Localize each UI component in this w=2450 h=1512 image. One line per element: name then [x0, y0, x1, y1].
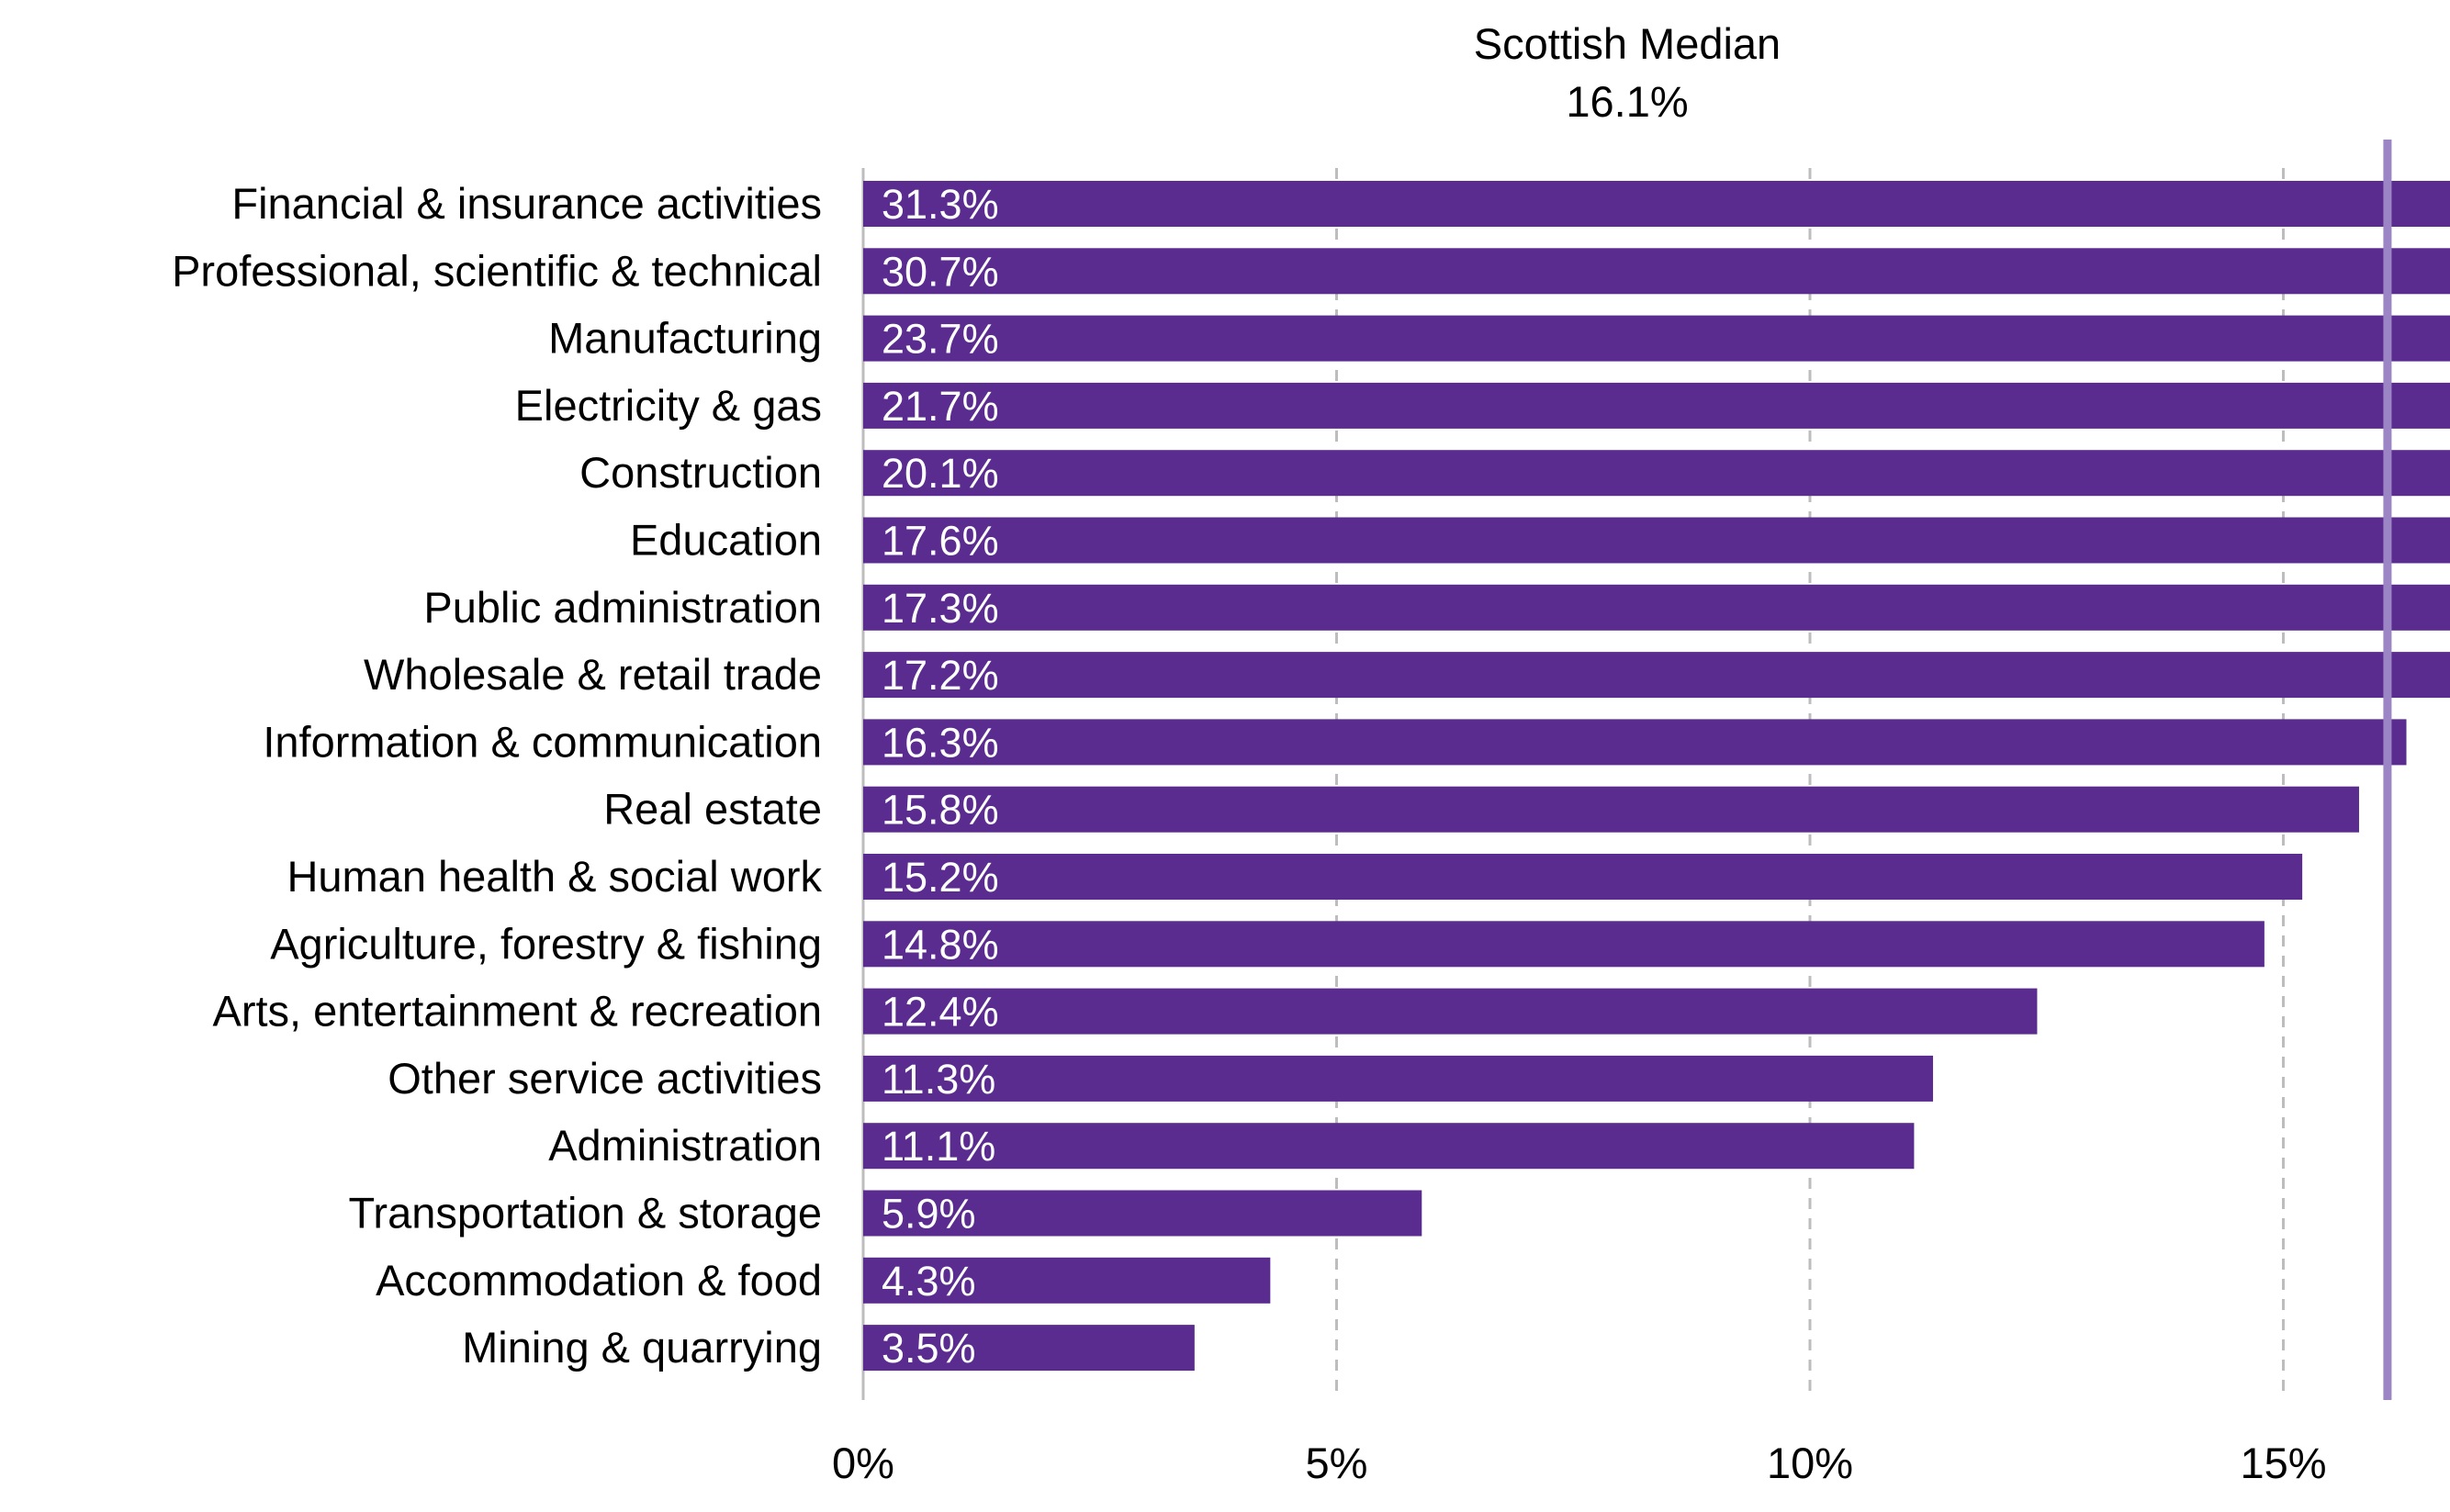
- bar: [863, 382, 2450, 429]
- category-label: Transportation & storage: [348, 1189, 822, 1238]
- x-tick-label: 5%: [1306, 1439, 1368, 1487]
- x-axis-tick-labels: 0%5%10%15%20%25%30%: [832, 1439, 2327, 1487]
- x-tick-label: 15%: [2240, 1439, 2326, 1487]
- category-label: Arts, entertainment & recreation: [212, 987, 822, 1036]
- bar: [863, 652, 2450, 699]
- category-label: Public administration: [423, 583, 822, 632]
- category-label: Construction: [579, 448, 822, 497]
- category-labels: Financial & insurance activities Professi…: [172, 179, 822, 1372]
- bar: [863, 1055, 1934, 1102]
- bar: [863, 1257, 1271, 1304]
- bar-value-label: 4.3%: [882, 1258, 976, 1305]
- category-label: Education: [630, 516, 822, 565]
- bars: 31.3% 30.7% 23.7% 21.7% 20.1% 17.6% 17.3% 17.2%…: [863, 181, 2450, 1372]
- bar-value-label: 20.1%: [882, 450, 999, 497]
- bar-value-label: 3.5%: [882, 1325, 976, 1372]
- category-label: Wholesale & retail trade: [364, 650, 822, 699]
- bar-value-label: 16.3%: [882, 719, 999, 766]
- category-label: Accommodation & food: [376, 1256, 822, 1305]
- bar-value-label: 12.4%: [882, 989, 999, 1036]
- category-label: Manufacturing: [548, 314, 822, 363]
- x-tick-label: 10%: [1767, 1439, 1853, 1487]
- bar: [863, 719, 2407, 766]
- category-label: Mining & quarrying: [462, 1323, 822, 1372]
- category-label: Administration: [548, 1121, 822, 1170]
- category-label: Agriculture, forestry & fishing: [270, 919, 822, 968]
- bar-value-label: 14.8%: [882, 921, 999, 968]
- x-tick-label: 0%: [832, 1439, 894, 1487]
- bar: [863, 921, 2265, 968]
- bar: [863, 315, 2450, 362]
- bar-value-label: 5.9%: [882, 1191, 976, 1238]
- category-label: Information & communication: [263, 717, 822, 766]
- category-label: Electricity & gas: [515, 381, 822, 430]
- bar-value-label: 17.3%: [882, 585, 999, 632]
- bar-value-label: 23.7%: [882, 316, 999, 363]
- bar: [863, 450, 2450, 497]
- category-label: Human health & social work: [287, 852, 822, 901]
- bar: [863, 854, 2303, 900]
- category-label: Other service activities: [388, 1054, 822, 1103]
- bar: [863, 1123, 1915, 1170]
- category-label: Financial & insurance activities: [231, 179, 822, 228]
- bar: [863, 517, 2450, 564]
- median-reference: Scottish Median 16.1%: [1474, 19, 2392, 1400]
- bar: [863, 988, 2038, 1035]
- bar: [863, 1190, 1422, 1237]
- bar-value-label: 11.1%: [882, 1123, 995, 1170]
- median-label-line2: 16.1%: [1566, 77, 1688, 126]
- category-label: Professional, scientific & technical: [172, 246, 822, 295]
- category-label: Real estate: [603, 785, 822, 834]
- bar-value-label: 15.2%: [882, 854, 999, 901]
- bar: [863, 248, 2450, 295]
- bar-value-label: 17.6%: [882, 518, 999, 565]
- median-label-line1: Scottish Median: [1474, 19, 1781, 68]
- bar: [863, 181, 2450, 227]
- bar-value-label: 30.7%: [882, 248, 999, 295]
- bar: [863, 584, 2450, 631]
- bar-value-label: 15.8%: [882, 787, 999, 834]
- bar-value-label: 21.7%: [882, 383, 999, 430]
- bar-value-label: 11.3%: [882, 1056, 995, 1103]
- bar-value-label: 31.3%: [882, 181, 999, 228]
- bar-value-label: 17.2%: [882, 652, 999, 699]
- bar: [863, 1325, 1195, 1372]
- bar: [863, 786, 2359, 833]
